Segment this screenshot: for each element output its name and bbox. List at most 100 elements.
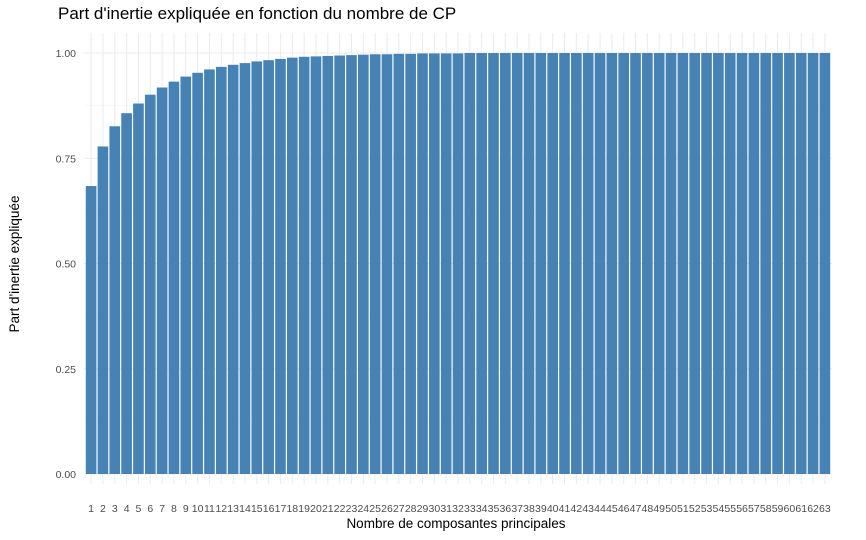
x-tick-label: 47 (630, 503, 642, 515)
bar (346, 55, 357, 475)
x-tick-label: 57 (748, 503, 760, 515)
y-tick-label: 0.00 (56, 469, 77, 481)
bar (748, 53, 760, 474)
bar (571, 53, 582, 474)
x-tick-label: 52 (689, 503, 701, 515)
x-tick-label: 48 (642, 503, 654, 515)
bar (713, 53, 724, 474)
bar (440, 53, 452, 475)
x-tick-label: 62 (807, 503, 819, 515)
bar (310, 56, 322, 475)
bar (772, 53, 783, 474)
bar (133, 103, 144, 475)
bar (263, 60, 274, 474)
x-tick-label: 27 (393, 503, 405, 515)
bar (334, 55, 345, 474)
x-tick-label: 38 (523, 503, 535, 515)
y-tick-labels: 0.00 0.25 0.50 0.75 1.00 (56, 48, 77, 481)
bar (511, 53, 523, 474)
x-tick-label: 32 (452, 503, 464, 515)
bar (642, 53, 653, 474)
bar (535, 53, 547, 474)
bar (405, 53, 416, 475)
x-tick-label: 43 (582, 503, 594, 515)
bar (322, 55, 334, 474)
x-tick-label: 24 (357, 503, 369, 515)
x-tick-label: 42 (571, 503, 583, 515)
bar (807, 53, 819, 474)
bar (298, 56, 310, 474)
x-tick-label: 61 (795, 503, 807, 515)
x-tick-label: 14 (239, 503, 251, 515)
x-tick-label: 4 (124, 503, 130, 515)
bar (606, 53, 618, 474)
x-tick-label: 29 (417, 503, 429, 515)
x-tick-label: 49 (653, 503, 665, 515)
x-tick-label: 6 (147, 503, 153, 515)
x-tick-label: 28 (405, 503, 417, 515)
x-tick-label: 20 (310, 503, 322, 515)
bar (677, 53, 689, 474)
x-tick-label: 33 (464, 503, 476, 515)
bar (452, 53, 464, 475)
bar (109, 126, 121, 474)
y-tick-label: 0.75 (56, 153, 77, 165)
bar (121, 113, 132, 474)
bar (97, 146, 109, 474)
x-tick-label: 55 (724, 503, 736, 515)
bar (215, 66, 227, 474)
bar (500, 53, 511, 474)
bar (251, 61, 263, 475)
x-tick-label: 17 (275, 503, 287, 515)
bar (192, 72, 203, 474)
x-tick-label: 56 (736, 503, 748, 515)
x-tick-label: 54 (713, 503, 725, 515)
x-tick-label: 16 (263, 503, 275, 515)
bar (523, 53, 535, 474)
x-tick-label: 58 (760, 503, 772, 515)
bar (819, 53, 831, 474)
x-tick-label: 31 (440, 503, 452, 515)
bar (488, 53, 499, 474)
x-tick-label: 39 (535, 503, 547, 515)
bar (227, 64, 239, 474)
x-tick-label: 11 (204, 503, 215, 515)
bar (547, 53, 559, 474)
x-axis-title: Nombre de composantes principales (346, 516, 565, 531)
x-tick-label: 53 (701, 503, 713, 515)
bar (381, 54, 393, 474)
bar (618, 53, 630, 474)
bar (665, 53, 677, 474)
x-tick-label: 44 (594, 503, 606, 515)
x-tick-label: 37 (511, 503, 523, 515)
x-tick-label: 12 (215, 503, 227, 515)
bar (144, 94, 156, 475)
x-tick-label: 60 (784, 503, 796, 515)
x-tick-label: 19 (298, 503, 310, 515)
bar (275, 58, 286, 474)
bar (784, 53, 795, 474)
bar (736, 53, 748, 474)
bar (701, 53, 712, 474)
y-tick-label: 0.25 (56, 364, 77, 376)
bar (653, 53, 665, 474)
x-tick-label: 9 (183, 503, 189, 515)
bar (357, 54, 369, 475)
x-tick-label: 59 (772, 503, 784, 515)
x-tick-label: 1 (88, 503, 94, 515)
x-tick-label: 18 (286, 503, 298, 515)
x-tick-label: 40 (547, 503, 559, 515)
bar (594, 53, 606, 474)
bar (429, 53, 440, 475)
bars (85, 53, 831, 475)
x-tick-label: 51 (677, 503, 689, 515)
x-tick-label: 10 (192, 503, 204, 515)
chart-title: Part d'inertie expliquée en fonction du … (58, 4, 457, 23)
y-tick-label: 1.00 (56, 48, 77, 60)
bar (204, 69, 215, 475)
x-tick-label: 7 (159, 503, 165, 515)
bar (559, 53, 570, 474)
bar (369, 54, 381, 474)
bar (795, 53, 807, 474)
